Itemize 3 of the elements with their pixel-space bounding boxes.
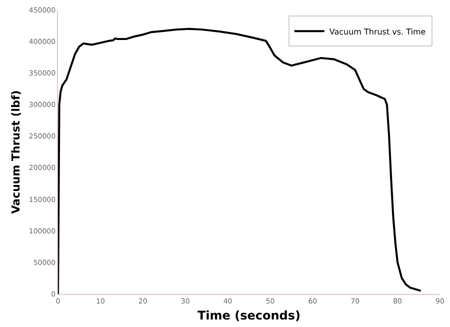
legend-label: Vacuum Thrust vs. Time <box>329 27 426 36</box>
y-axis-title: Vacuum Thrust (lbf) <box>10 90 23 214</box>
x-axis-title: Time (seconds) <box>197 308 301 322</box>
